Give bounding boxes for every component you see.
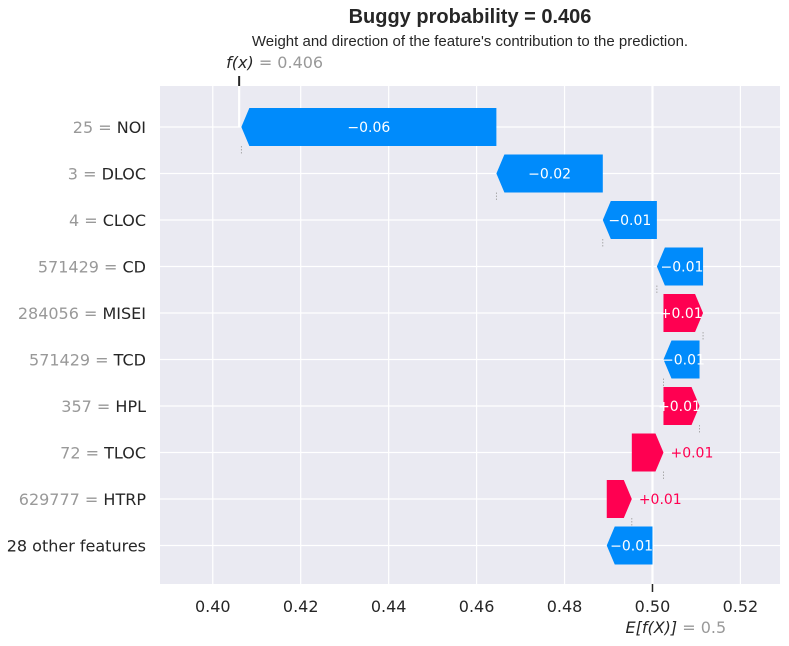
feature-labels: 25 = NOI 3 = DLOC 4 = CLOC 571429 = CD 28405… <box>7 118 147 556</box>
x-tick-label: 0.44 <box>371 597 407 616</box>
x-tick-label: 0.40 <box>195 597 231 616</box>
fx-annotation: f(x) = 0.406 <box>226 53 323 72</box>
feature-label: 72 = TLOC <box>60 444 146 463</box>
negative-bar <box>656 247 704 286</box>
x-tick-label: 0.50 <box>635 597 671 616</box>
x-tick-labels: 0.40 0.42 0.44 0.46 0.48 0.50 0.52 <box>195 597 758 616</box>
base-annotation: E[f(X)] = 0.5 <box>625 618 726 637</box>
positive-bar <box>606 480 632 518</box>
x-tick-label: 0.42 <box>283 597 319 616</box>
bar-value-label: −0.01 <box>610 539 653 555</box>
feature-label: 629777 = HTRP <box>19 490 147 509</box>
feature-label: 357 = HPL <box>61 397 146 416</box>
negative-bar <box>241 108 497 146</box>
bar-value-label: −0.01 <box>608 213 651 229</box>
feature-label: 25 = NOI <box>73 118 146 137</box>
chart-title: Buggy probability = 0.406 <box>348 6 592 28</box>
x-tick-label: 0.48 <box>547 597 583 616</box>
annotations: f(x) = 0.406 E[f(X)] = 0.5 <box>226 53 726 637</box>
feature-label: 571429 = CD <box>38 258 146 277</box>
feature-label: 284056 = MISEI <box>18 304 146 323</box>
feature-label: 4 = CLOC <box>69 211 146 230</box>
bar-value-label: −0.06 <box>347 120 390 136</box>
positive-bar <box>663 294 704 332</box>
bar-value-label: −0.01 <box>661 260 704 276</box>
negative-bar <box>606 526 653 565</box>
feature-label: 28 other features <box>7 537 146 556</box>
plot-area <box>160 86 780 584</box>
negative-bar <box>602 201 657 239</box>
feature-label: 571429 = TCD <box>29 351 146 370</box>
x-tick-label: 0.46 <box>459 597 495 616</box>
feature-label: 3 = DLOC <box>68 165 146 184</box>
chart-subtitle: Weight and direction of the feature's co… <box>251 33 689 50</box>
bar-value-label: +0.01 <box>660 306 703 322</box>
positive-bar <box>663 387 700 425</box>
bar-value-label: +0.01 <box>639 492 682 508</box>
bars: −0.06 −0.02 −0.01 −0.01 +0.01 −0.01 +0.01 +0.01… <box>240 108 713 565</box>
x-tick-label: 0.52 <box>723 597 759 616</box>
negative-bar <box>496 154 603 193</box>
negative-bar <box>663 340 700 379</box>
positive-bar <box>631 433 664 472</box>
bar-value-label: +0.01 <box>670 446 713 462</box>
bar-value-label: −0.01 <box>662 353 705 369</box>
bar-value-label: +0.01 <box>658 399 701 415</box>
bar-value-label: −0.02 <box>528 167 571 183</box>
